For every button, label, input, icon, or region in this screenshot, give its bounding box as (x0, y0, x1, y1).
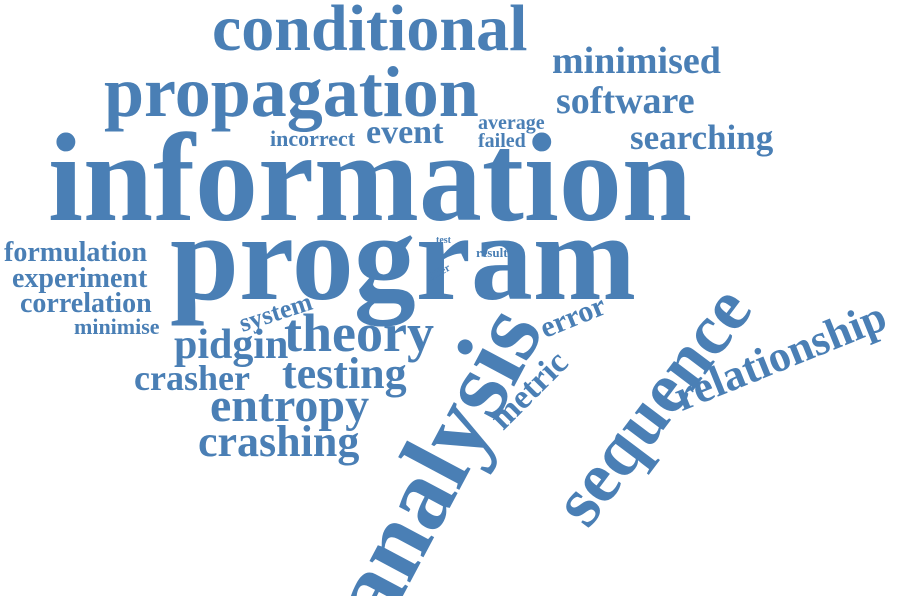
word-formulation: formulation (4, 237, 148, 268)
word-propagation: propagation (104, 52, 479, 132)
word-failed: failed (478, 130, 526, 152)
word-average: average (478, 112, 545, 134)
word-incorrect: incorrect (270, 126, 356, 151)
word-test: test (436, 235, 451, 246)
word-entropy: entropy (210, 379, 370, 432)
word-theory: theory (284, 303, 434, 363)
word-conditional: conditional (212, 0, 528, 65)
word-program: program (170, 189, 637, 326)
word-information: information (48, 109, 692, 248)
word-experiment: experiment (12, 263, 148, 294)
word-pidgin: pidgin (174, 322, 289, 368)
word-correlation: correlation (20, 288, 152, 319)
word-minimised: minimised (552, 40, 721, 82)
word-crasher: crasher (134, 358, 250, 398)
word-crashing: crashing (198, 417, 360, 466)
word-result: result (476, 245, 508, 260)
word-event: event (366, 114, 444, 151)
word-testing: testing (282, 349, 407, 398)
word-minimise: minimise (74, 314, 160, 339)
word-software: software (556, 80, 695, 122)
word-searching: searching (630, 118, 774, 157)
